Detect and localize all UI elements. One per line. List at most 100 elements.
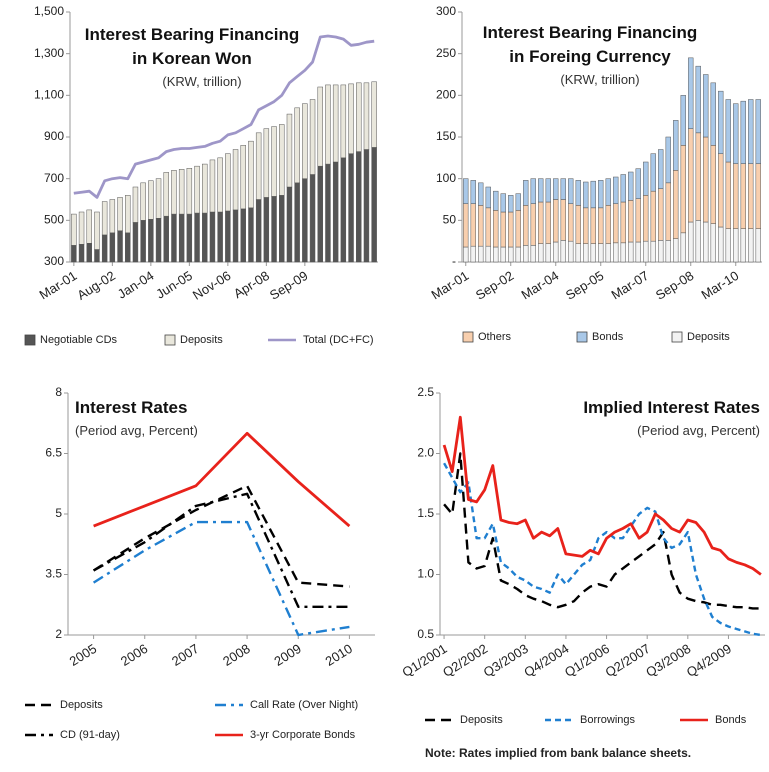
legend-swatch — [671, 331, 683, 343]
bar-segment — [194, 165, 200, 214]
bar-segment — [635, 241, 641, 263]
bar-segment — [500, 211, 506, 248]
bar-segment — [209, 159, 216, 213]
bar-segment — [279, 195, 285, 263]
bar-segment — [560, 199, 566, 241]
bar-segment — [294, 182, 300, 263]
bar-segment — [71, 245, 77, 263]
bar-segment — [688, 128, 694, 223]
bar-segment — [117, 230, 123, 263]
bar-segment — [356, 151, 362, 263]
bar-segment — [628, 171, 634, 201]
chart-title: Implied Interest Rates — [583, 398, 760, 417]
bar-segment — [718, 153, 724, 228]
bar-segment — [703, 221, 709, 263]
bar-segment — [650, 240, 656, 263]
bar-segment — [232, 149, 239, 211]
y-tick-label: 2.5 — [417, 385, 434, 399]
bar-segment — [553, 199, 559, 243]
bar-segment — [590, 207, 596, 244]
bar-segment — [710, 145, 716, 224]
bar-segment — [463, 246, 469, 263]
bar-segment — [186, 213, 193, 263]
bar-segment — [530, 203, 536, 246]
bar-segment — [673, 238, 679, 263]
bar-segment — [583, 207, 589, 244]
y-tick-label: 100 — [436, 171, 456, 185]
bar-segment — [485, 245, 491, 263]
bar-segment — [673, 120, 679, 171]
bar-segment — [673, 170, 679, 239]
bar-segment — [463, 178, 469, 204]
bar-segment — [545, 201, 551, 244]
bar-segment — [202, 163, 208, 214]
bar-segment — [478, 182, 484, 206]
bar-segment — [248, 207, 254, 263]
bar-segment — [240, 145, 246, 210]
series-line — [93, 431, 351, 528]
legend-label: Deposits — [60, 699, 103, 711]
chart-title: in Korean Won — [132, 49, 252, 68]
bar-segment — [643, 195, 649, 242]
chart-title: in Foreing Currency — [509, 47, 671, 66]
bar-segment — [463, 203, 469, 248]
bar-segment — [500, 193, 506, 213]
bar-segment — [271, 196, 277, 263]
bar-segment — [560, 178, 566, 200]
y-tick-label: 700 — [44, 171, 64, 185]
bar-segment — [725, 161, 731, 229]
bar-segment — [485, 207, 491, 247]
bar-segment — [101, 234, 108, 263]
bar-segment — [605, 205, 611, 244]
bar-segment — [530, 178, 536, 204]
bar-segment — [109, 199, 116, 234]
bar-segment — [598, 180, 604, 209]
bar-segment — [493, 190, 499, 211]
bar-segment — [643, 161, 649, 196]
series-line — [442, 415, 762, 576]
bar-segment — [86, 209, 92, 244]
legend-swatch — [24, 334, 36, 346]
chart-title: Interest Rates — [75, 398, 187, 417]
bar-segment — [140, 220, 146, 263]
bar-segment — [101, 201, 108, 236]
bar-segment — [71, 213, 77, 246]
bar-segment — [371, 81, 377, 148]
series-line — [92, 484, 350, 588]
legend-label: Borrowings — [580, 714, 636, 726]
chart-subtitle: (Period avg, Percent) — [75, 423, 198, 438]
bar-segment — [94, 211, 100, 250]
legend-label: Deposits — [460, 714, 503, 726]
bar-segment — [665, 136, 671, 184]
bar-segment — [658, 188, 664, 241]
legend-swatch — [164, 334, 176, 346]
bar-segment — [332, 84, 339, 163]
bar-segment — [340, 157, 347, 263]
bar-segment — [748, 163, 754, 229]
bar-segment — [485, 186, 491, 209]
bar-segment — [665, 182, 671, 241]
bar-segment — [613, 203, 619, 244]
y-tick-label: 6.5 — [45, 446, 62, 460]
bar-segment — [309, 174, 316, 263]
bar-segment — [733, 103, 739, 164]
y-tick-label: - — [452, 254, 456, 268]
bar-segment — [523, 245, 529, 263]
bar-segment — [680, 232, 686, 263]
bar-segment — [178, 169, 185, 215]
bar-segment — [703, 74, 709, 138]
bar-segment — [523, 180, 529, 206]
bar-segment — [225, 153, 231, 212]
legend-label: CD (91-day) — [60, 729, 120, 741]
bar-segment — [725, 99, 731, 163]
legend-label: Total (DC+FC) — [303, 334, 374, 346]
bar-segment — [575, 180, 581, 206]
bar-segment — [209, 211, 216, 263]
bar-segment — [78, 244, 85, 263]
y-tick-label: 250 — [436, 46, 456, 60]
bar-segment — [538, 243, 544, 263]
bar-segment — [523, 205, 529, 246]
bar-segment — [515, 210, 521, 248]
bar-segment — [125, 195, 131, 234]
